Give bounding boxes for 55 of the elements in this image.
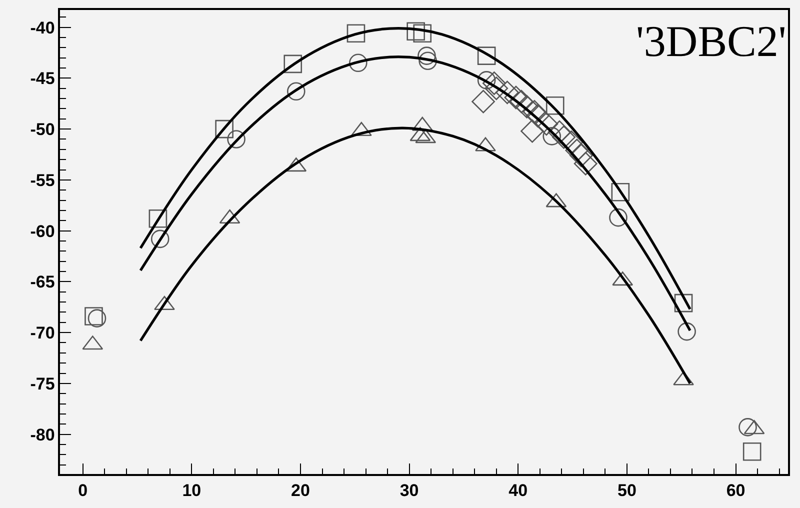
point — [215, 120, 234, 138]
point — [472, 90, 496, 114]
point — [418, 46, 436, 65]
x-tick-label: 60 — [726, 481, 746, 500]
point — [482, 72, 506, 95]
point — [484, 76, 508, 100]
x-tick-label: 50 — [617, 481, 636, 500]
point — [227, 130, 246, 148]
y-tick-label: -45 — [30, 69, 55, 88]
point — [515, 94, 539, 118]
point — [611, 182, 630, 202]
point — [284, 54, 302, 74]
y-tick-label: -75 — [30, 374, 55, 394]
y-tick-label: -80 — [30, 425, 55, 444]
point — [84, 307, 103, 326]
point — [520, 119, 544, 143]
x-tick-label: 10 — [182, 481, 202, 500]
y-tick-label: -50 — [30, 120, 55, 139]
y-tick-label: -40 — [30, 18, 55, 38]
point — [349, 54, 368, 72]
x-tick-label: 40 — [508, 481, 528, 500]
y-tick-label: -70 — [30, 324, 55, 343]
x-tick-label: 0 — [78, 481, 88, 500]
point — [609, 208, 628, 227]
point — [413, 24, 432, 43]
point — [346, 24, 366, 43]
point — [674, 294, 693, 312]
point — [526, 104, 550, 128]
point — [496, 80, 519, 104]
point — [546, 96, 564, 115]
point — [565, 138, 589, 162]
y-tick-label: -55 — [30, 170, 55, 190]
point — [88, 309, 106, 328]
point — [548, 120, 572, 144]
point — [477, 46, 496, 65]
x-tick-label: 20 — [291, 481, 310, 500]
y-tick-label: -65 — [30, 272, 55, 292]
point — [552, 125, 576, 149]
point — [678, 322, 696, 341]
x-tick-label: 30 — [400, 481, 419, 500]
point — [148, 209, 168, 228]
point — [150, 230, 170, 248]
annotation: '3DBC2' — [636, 17, 786, 66]
y-tick-label: -60 — [30, 222, 55, 241]
point — [504, 86, 528, 110]
point — [406, 22, 425, 41]
point — [534, 112, 558, 136]
point — [510, 90, 534, 114]
point — [574, 152, 598, 176]
point — [522, 100, 546, 124]
point — [570, 144, 593, 168]
point — [287, 82, 306, 101]
point — [418, 52, 437, 70]
point — [742, 442, 762, 461]
point — [738, 418, 757, 436]
